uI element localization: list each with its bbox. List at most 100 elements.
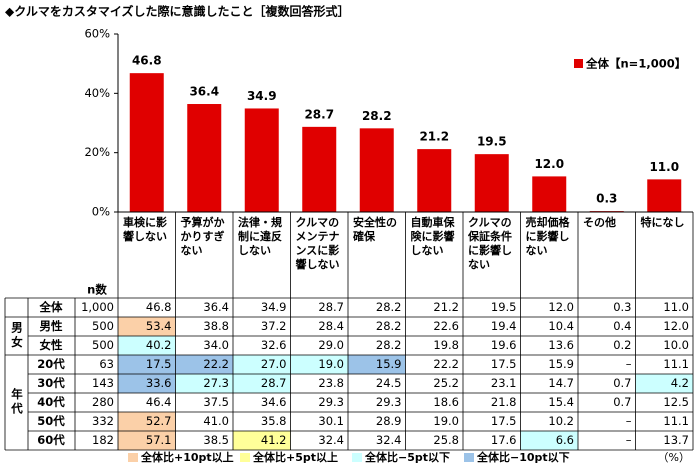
row-n: 332	[92, 414, 114, 428]
row-label: 女性	[40, 338, 63, 352]
table-value: 15.4	[548, 395, 574, 409]
cell-highlight	[348, 355, 406, 374]
table-value: 41.0	[203, 414, 229, 428]
table-value: 23.8	[318, 376, 344, 390]
x-tick-label: 安全性の確保	[353, 216, 397, 243]
highlight-swatch	[128, 453, 138, 462]
y-tick-label: 0%	[92, 205, 110, 219]
unit-label: （%）	[658, 451, 690, 464]
table-value: 28.7	[318, 300, 344, 314]
highlight-label: 全体比−5pt以下	[364, 450, 450, 464]
table-value: 34.9	[261, 300, 287, 314]
x-tick-label: 自動車保険に影響しない	[410, 216, 455, 257]
table-value: 21.2	[433, 300, 459, 314]
table-value: 22.2	[433, 357, 459, 371]
table-value: 17.5	[491, 414, 517, 428]
table-value: 19.6	[491, 338, 517, 352]
table-value: 14.7	[548, 376, 574, 390]
bar	[244, 108, 279, 212]
row-label: 全体	[39, 300, 63, 314]
row-label: 60代	[37, 433, 65, 447]
table-value: 17.6	[491, 433, 517, 447]
y-tick-label: 20%	[84, 145, 110, 159]
cell-highlight	[118, 317, 176, 336]
table-value: 37.5	[203, 395, 229, 409]
table-value: 17.5	[491, 357, 517, 371]
highlight-label: 全体比−10pt以下	[476, 450, 570, 464]
cell-highlight	[520, 431, 578, 450]
bar	[187, 104, 222, 212]
table-value: 28.7	[261, 376, 287, 390]
table-value: 28.9	[376, 414, 402, 428]
row-label: 50代	[37, 414, 65, 428]
highlight-label: 全体比+10pt以上	[140, 450, 234, 464]
cell-highlight	[118, 374, 176, 393]
n-header: n数	[87, 283, 107, 297]
table-value: 57.1	[146, 433, 172, 447]
row-n: 500	[92, 319, 114, 333]
table-value: –	[626, 357, 632, 371]
table-value: 41.2	[261, 433, 287, 447]
table-value: 38.8	[203, 319, 229, 333]
table-value: 28.4	[318, 319, 344, 333]
table-value: 11.1	[663, 357, 689, 371]
bar	[647, 179, 682, 212]
x-tick-label: 特になし	[640, 216, 685, 229]
table-value: 28.2	[376, 300, 402, 314]
cell-highlight	[175, 355, 233, 374]
table-value: 10.4	[548, 319, 574, 333]
table-value: 33.6	[146, 376, 172, 390]
table-value: 19.4	[491, 319, 517, 333]
row-label: 20代	[37, 357, 65, 371]
table-value: 0.2	[613, 338, 631, 352]
x-tick-label: 車検に影響しない	[123, 216, 167, 243]
y-tick-label: 40%	[84, 86, 110, 100]
value-label: 19.5	[477, 135, 507, 149]
table-value: 11.1	[663, 414, 689, 428]
table-value: 30.1	[318, 414, 344, 428]
highlight-swatch	[464, 453, 474, 462]
table-value: 34.6	[261, 395, 287, 409]
cell-highlight	[118, 412, 176, 431]
table-value: 34.0	[203, 338, 229, 352]
table-value: 10.2	[548, 414, 574, 428]
chart-title: ◆クルマをカスタマイズした際に意識したこと［複数回答形式］	[5, 4, 350, 19]
table-value: 12.5	[663, 395, 689, 409]
table-value: 46.8	[146, 300, 172, 314]
table-value: 29.3	[318, 395, 344, 409]
table-value: 52.7	[146, 414, 172, 428]
value-label: 21.2	[419, 130, 449, 144]
table-value: 13.6	[548, 338, 574, 352]
cell-highlight	[233, 355, 291, 374]
table-value: 32.6	[261, 338, 287, 352]
table-value: 25.2	[433, 376, 459, 390]
value-label: 11.0	[649, 160, 679, 174]
row-n: 143	[92, 376, 114, 390]
table-value: 27.0	[261, 357, 287, 371]
table-value: 32.4	[318, 433, 344, 447]
highlight-swatch	[240, 453, 250, 462]
row-label: 40代	[37, 395, 65, 409]
x-tick-label: 予算がかかりすぎない	[180, 216, 225, 257]
cell-highlight	[118, 431, 176, 450]
table-value: 4.2	[671, 376, 689, 390]
highlight-label: 全体比+5pt以上	[252, 450, 338, 464]
cell-highlight	[635, 374, 693, 393]
row-label: 30代	[37, 376, 65, 390]
table-value: 46.4	[146, 395, 172, 409]
table-value: 18.6	[433, 395, 459, 409]
x-tick-label: その他	[583, 216, 616, 229]
table-value: 12.0	[548, 300, 574, 314]
bar	[417, 149, 452, 212]
table-value: 19.5	[491, 300, 517, 314]
table-value: 27.3	[203, 376, 229, 390]
x-tick-label: クルマの保証条件に影響しない	[468, 216, 512, 271]
group-cover	[5, 298, 28, 317]
table-value: 10.0	[663, 338, 689, 352]
table-value: 15.9	[376, 357, 402, 371]
table-value: 0.3	[613, 300, 631, 314]
group-label: 男女	[10, 322, 24, 351]
table-value: 13.7	[663, 433, 689, 447]
cell-highlight	[290, 355, 348, 374]
